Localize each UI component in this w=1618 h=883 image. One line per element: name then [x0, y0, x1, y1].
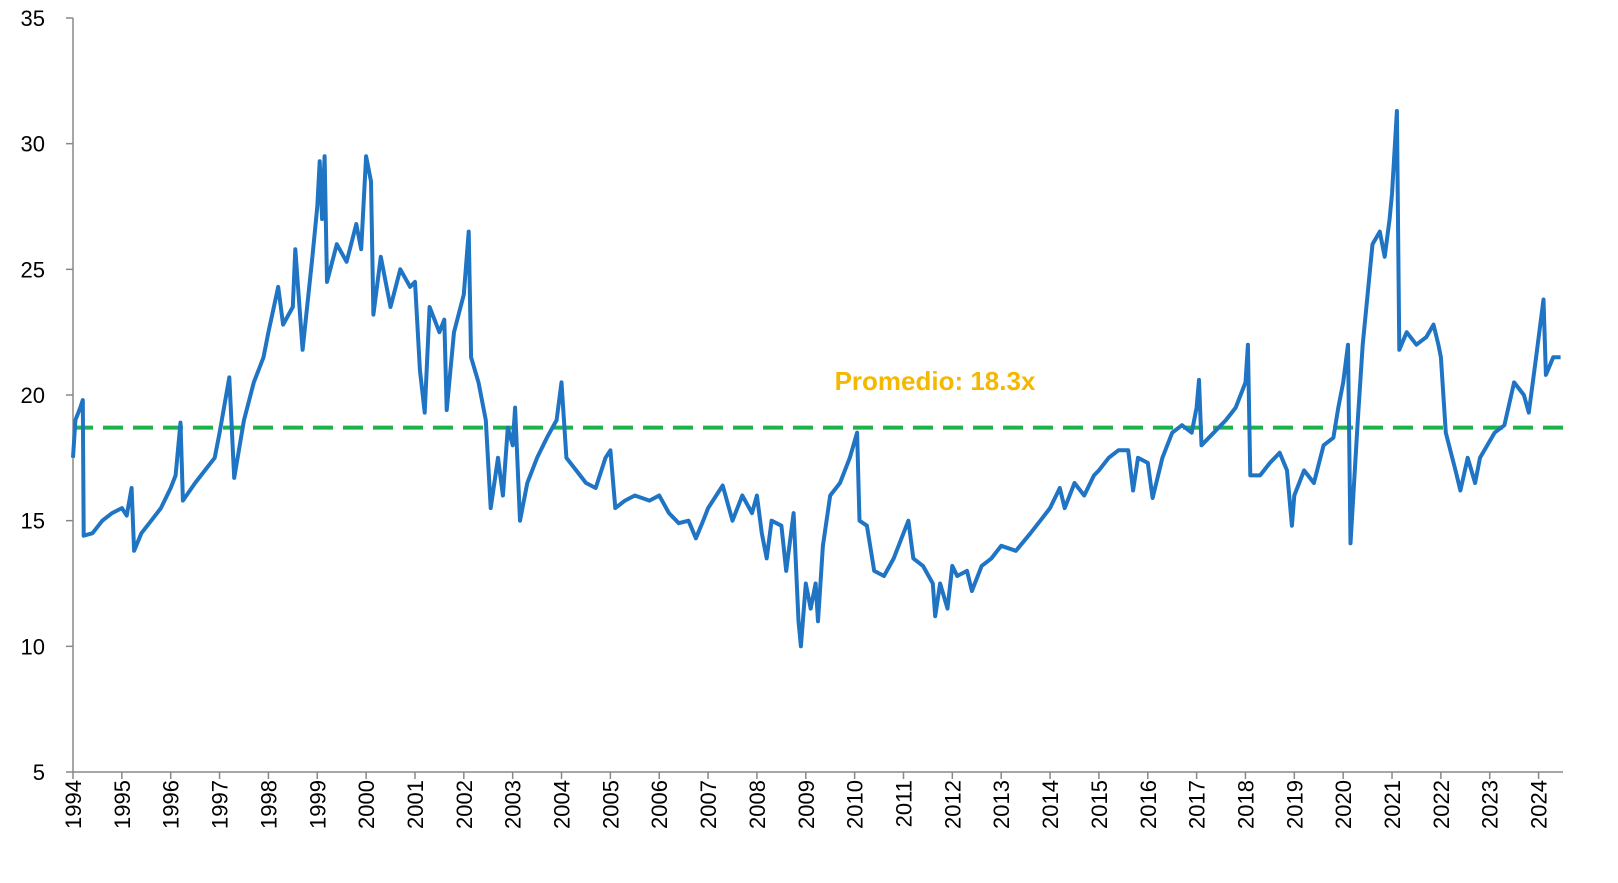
x-tick-label: 1999	[305, 780, 330, 829]
x-tick-label: 1995	[110, 780, 135, 829]
series-line	[71, 109, 1561, 649]
x-tick-label: 2024	[1527, 780, 1552, 829]
x-tick-label: 2006	[647, 780, 672, 829]
y-tick-label: 25	[21, 257, 45, 282]
y-tick-label: 5	[33, 760, 45, 785]
x-tick-label: 2011	[891, 780, 916, 827]
x-tick-label: 2012	[940, 780, 965, 829]
x-tick-label: 2004	[550, 780, 575, 829]
x-tick-label: 2016	[1136, 780, 1161, 829]
y-tick-label: 15	[21, 509, 45, 534]
y-tick-label: 20	[21, 383, 45, 408]
x-tick-label: 2000	[354, 780, 379, 829]
x-tick-label: 1998	[256, 780, 281, 829]
x-tick-label: 2001	[403, 780, 428, 829]
y-tick-label: 35	[21, 6, 45, 31]
x-tick-label: 2023	[1478, 780, 1503, 829]
x-tick-label: 2009	[794, 780, 819, 829]
x-tick-label: 1997	[208, 780, 233, 829]
x-tick-label: 1996	[159, 780, 184, 829]
x-tick-label: 2013	[989, 780, 1014, 829]
x-tick-label: 2021	[1380, 780, 1405, 829]
x-tick-label: 2019	[1282, 780, 1307, 829]
annotation: Promedio: 18.3x	[835, 366, 1036, 396]
x-tick-label: 2015	[1087, 780, 1112, 829]
x-tick-label: 2010	[843, 780, 868, 829]
x-tick-label: 2008	[745, 780, 770, 829]
x-tick-label: 2018	[1233, 780, 1258, 829]
x-tick-label: 2017	[1185, 780, 1210, 829]
y-tick-label: 30	[21, 132, 45, 157]
x-tick-label: 1994	[61, 780, 86, 829]
y-tick-label: 10	[21, 634, 45, 659]
x-tick-label: 2007	[696, 780, 721, 829]
x-tick-label: 2002	[452, 780, 477, 829]
x-tick-label: 2020	[1331, 780, 1356, 829]
x-tick-label: 2005	[598, 780, 623, 829]
x-tick-label: 2014	[1038, 780, 1063, 829]
x-tick-label: 2022	[1429, 780, 1454, 829]
x-tick-label: 2003	[501, 780, 526, 829]
